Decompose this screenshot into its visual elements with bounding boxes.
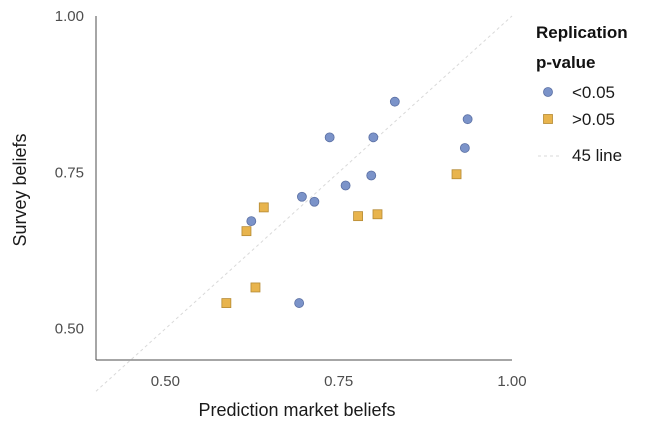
data-point-sig bbox=[246, 216, 257, 227]
data-point-sig bbox=[366, 170, 377, 181]
x-tick-labels: 0.50 0.75 1.00 bbox=[151, 373, 527, 390]
data-point-sig bbox=[368, 132, 379, 143]
legend-title-line-1: Replication bbox=[536, 23, 628, 42]
y-axis-title: Survey beliefs bbox=[10, 133, 30, 246]
legend-title-line-2: p-value bbox=[536, 53, 596, 72]
data-point-sig bbox=[389, 96, 400, 107]
data-point-nonsig bbox=[451, 169, 462, 180]
legend-keys bbox=[538, 87, 560, 157]
data-point-nonsig bbox=[250, 282, 261, 293]
data-points bbox=[221, 96, 473, 308]
x-tick-label: 0.75 bbox=[324, 373, 353, 390]
reference-line-45 bbox=[95, 15, 513, 392]
data-point-sig bbox=[340, 180, 351, 191]
data-point-sig bbox=[294, 298, 305, 308]
x-axis-title: Prediction market beliefs bbox=[198, 400, 395, 420]
legend-key-circle bbox=[543, 87, 553, 97]
y-tick-label: 0.50 bbox=[55, 321, 84, 338]
y-tick-labels: 0.50 0.75 1.00 bbox=[55, 8, 84, 338]
data-point-nonsig bbox=[353, 211, 363, 222]
data-point-sig bbox=[459, 143, 470, 153]
data-point-sig bbox=[324, 132, 335, 143]
legend-label-45-line: 45 line bbox=[572, 146, 622, 165]
y-tick-label: 1.00 bbox=[55, 8, 84, 25]
data-point-nonsig bbox=[221, 298, 232, 308]
data-point-sig bbox=[297, 191, 307, 202]
data-point-sig bbox=[462, 114, 473, 125]
data-point-nonsig bbox=[258, 202, 269, 213]
legend: Replication p-value <0.05 >0.05 45 line bbox=[536, 23, 628, 165]
reference-line-layer bbox=[95, 15, 513, 392]
legend-label-sig: <0.05 bbox=[572, 83, 615, 102]
x-tick-label: 0.50 bbox=[151, 373, 180, 390]
data-point-nonsig bbox=[372, 209, 383, 220]
legend-label-nonsig: >0.05 bbox=[572, 110, 615, 129]
x-tick-label: 1.00 bbox=[497, 373, 526, 390]
data-point-sig bbox=[309, 196, 320, 207]
data-point-nonsig bbox=[241, 226, 252, 237]
y-tick-label: 0.75 bbox=[55, 164, 84, 181]
legend-key-square bbox=[543, 114, 553, 124]
